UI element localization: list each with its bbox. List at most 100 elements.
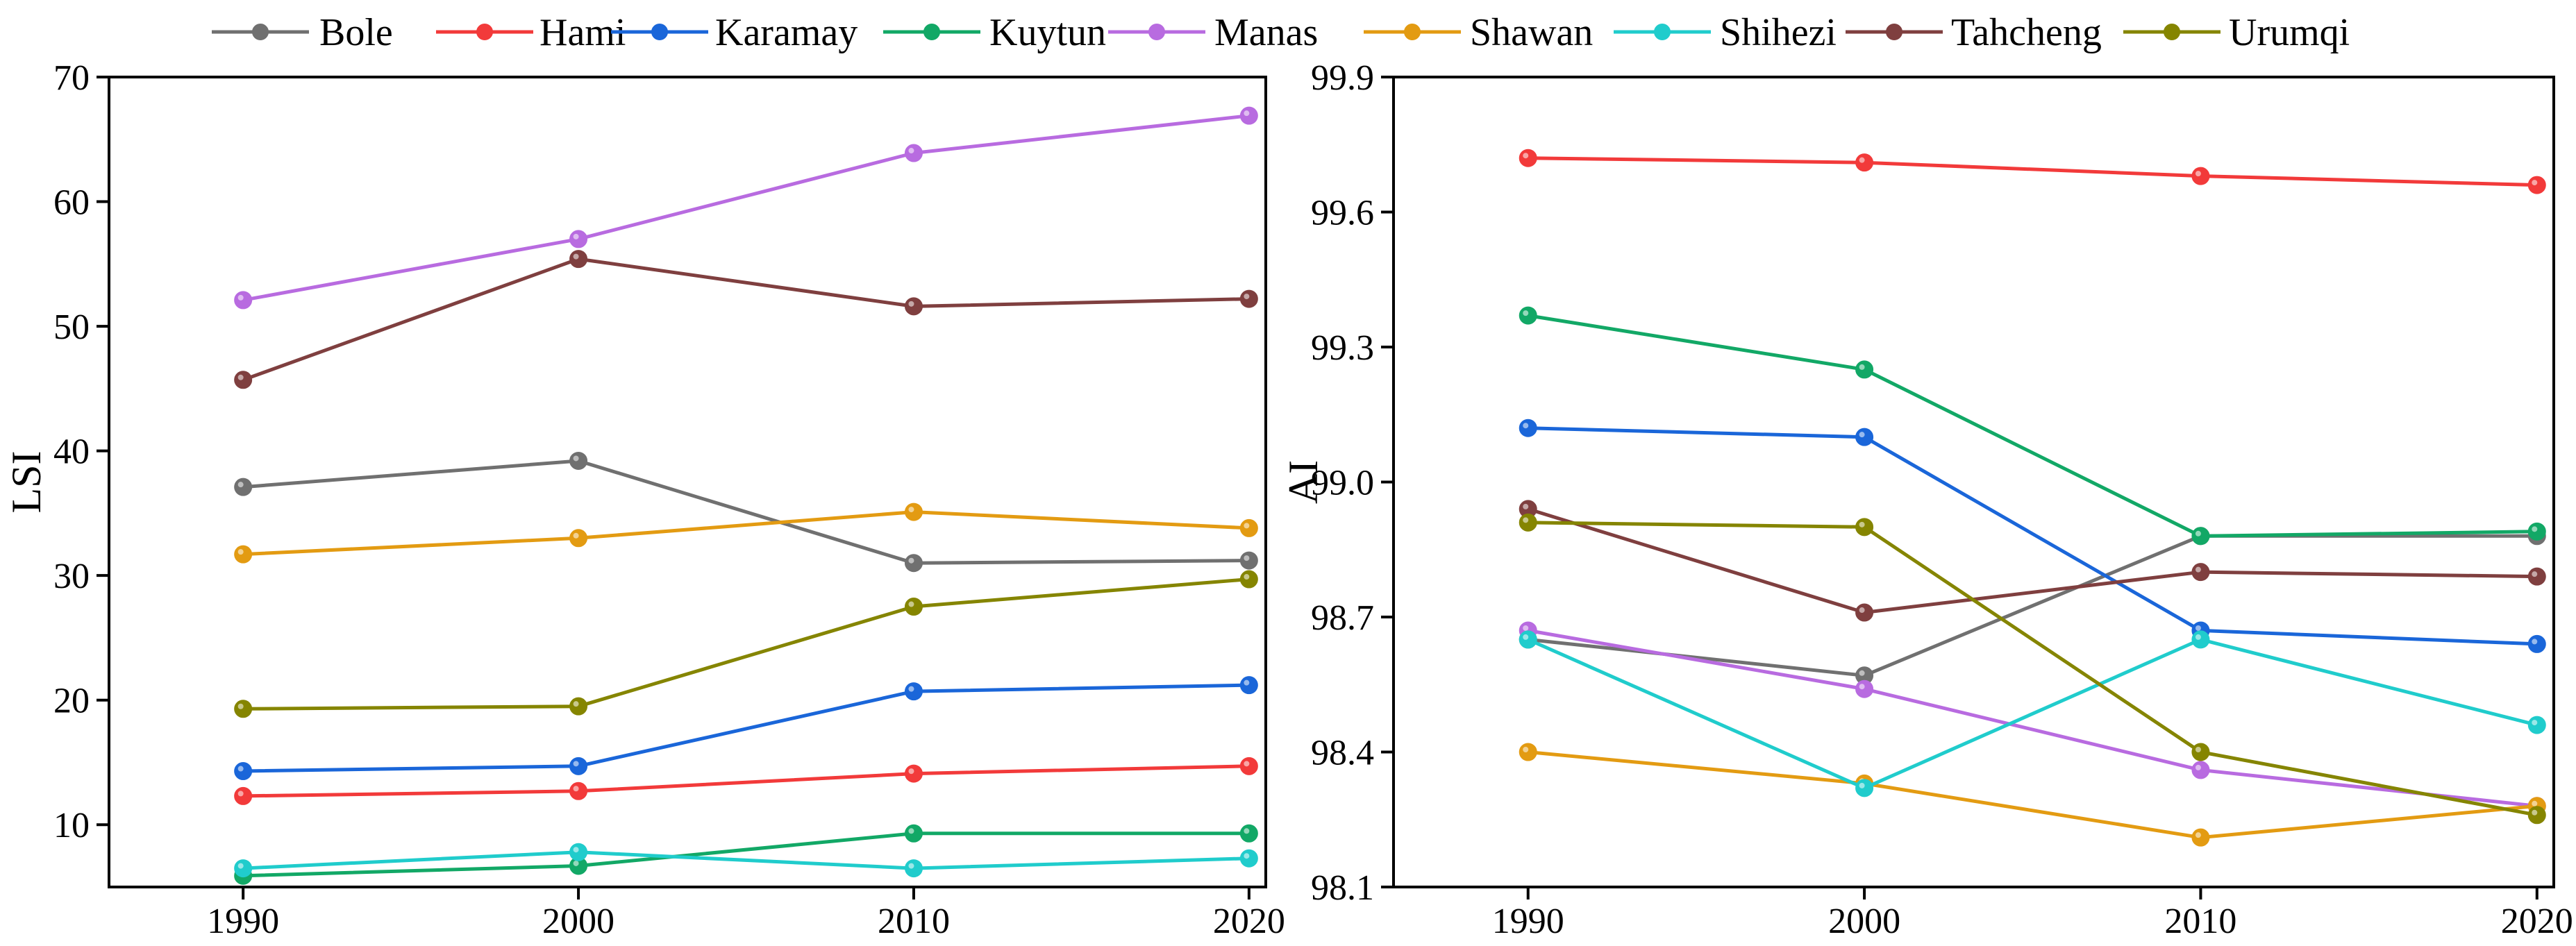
lsi-point-highlight (573, 860, 579, 866)
ai-point-highlight (2195, 747, 2201, 752)
legend-marker-tahcheng (1886, 24, 1902, 40)
ai-y-tick-label: 98.4 (1311, 734, 1374, 773)
ai-point-highlight (1859, 432, 1865, 438)
lsi-point-highlight (573, 847, 579, 853)
lsi-point-urumqi-2020 (1239, 570, 1258, 589)
ai-point-highlight (2195, 171, 2201, 177)
lsi-x-tick-label: 1990 (207, 902, 279, 941)
legend-label-karamay: Karamay (715, 11, 858, 54)
lsi-point-highlight (1244, 679, 1250, 686)
ai-point-highlight (2195, 764, 2201, 770)
ai-point-shihezi-2000 (1855, 779, 1874, 797)
ai-point-highlight (1859, 157, 1865, 163)
lsi-point-highlight (237, 549, 244, 555)
ai-point-urumqi-2000 (1855, 518, 1874, 537)
lsi-point-highlight (908, 686, 914, 692)
ai-point-karamay-2000 (1855, 428, 1874, 446)
lsi-point-bole-1990 (234, 478, 253, 496)
ai-x-tick-label: 2010 (2164, 902, 2236, 941)
ai-point-highlight (1523, 310, 1529, 316)
ai-point-highlight (2195, 634, 2201, 640)
lsi-point-highlight (573, 455, 579, 462)
ai-point-highlight (1523, 747, 1529, 752)
ai-point-highlight (1859, 782, 1865, 788)
ai-point-highlight (2532, 639, 2538, 645)
lsi-y-tick-label: 30 (53, 557, 90, 596)
lsi-point-hami-2000 (569, 782, 588, 800)
lsi-point-bole-2010 (904, 554, 923, 573)
ai-point-highlight (1859, 670, 1865, 676)
lsi-point-highlight (1244, 294, 1250, 300)
lsi-point-highlight (573, 233, 579, 239)
legend-marker-kuytun (923, 24, 940, 40)
ai-point-shawan-2010 (2191, 828, 2210, 847)
lsi-point-urumqi-1990 (234, 700, 253, 718)
lsi-point-highlight (573, 786, 579, 792)
ai-y-tick-label: 99.9 (1311, 58, 1374, 98)
lsi-y-tick-label: 40 (53, 432, 90, 472)
ai-point-urumqi-2020 (2527, 806, 2546, 825)
lsi-point-tahcheng-2010 (904, 297, 923, 316)
ai-point-highlight (1859, 364, 1865, 370)
lsi-point-kuytun-2020 (1239, 824, 1258, 843)
ai-point-tahcheng-2010 (2191, 563, 2210, 582)
lsi-series-line-manas (242, 114, 1250, 302)
ai-point-urumqi-1990 (1519, 513, 1537, 532)
lsi-point-shawan-2010 (904, 502, 923, 521)
legend-marker-shihezi (1654, 24, 1671, 40)
ai-series-line-karamay (1528, 426, 2537, 646)
ai-point-highlight (2195, 566, 2201, 573)
ai-series-line-shihezi (1527, 637, 2538, 790)
lsi-chart-panel: 10 20 30 40 50 60 70 1990 2000 2010 2020 LSI (3, 58, 1285, 941)
ai-x-tick-label: 1990 (1492, 902, 1564, 941)
legend-label-tahcheng: Tahcheng (1951, 11, 2102, 54)
ai-point-highlight (1859, 521, 1865, 527)
legend-marker-hami (476, 24, 493, 40)
legend-marker-karamay (651, 24, 668, 40)
lsi-point-highlight (573, 761, 579, 767)
lsi-point-highlight (1244, 828, 1250, 834)
lsi-point-urumqi-2000 (569, 697, 588, 716)
ai-point-manas-2010 (2191, 761, 2210, 779)
ai-point-hami-2020 (2527, 176, 2546, 194)
legend-label-manas: Manas (1214, 11, 1318, 54)
lsi-point-shawan-1990 (234, 545, 253, 564)
ai-point-karamay-2020 (2527, 634, 2546, 653)
ai-point-tahcheng-2000 (1855, 603, 1874, 622)
lsi-y-axis-label: LSI (3, 451, 49, 514)
legend: Bole Hami Karamay Kuytun Manas Shawan Shihezi T… (212, 11, 2350, 54)
ai-point-highlight (2195, 832, 2201, 838)
lsi-point-highlight (908, 828, 914, 834)
lsi-point-highlight (237, 791, 244, 797)
lsi-point-highlight (237, 703, 244, 709)
ai-x-tick-label: 2020 (2501, 902, 2573, 941)
lsi-point-highlight (908, 768, 914, 775)
lsi-y-tick-label: 60 (53, 183, 90, 223)
legend-label-bole: Bole (319, 11, 393, 54)
lsi-x-tick-label: 2000 (542, 902, 614, 941)
lsi-point-highlight (573, 532, 579, 539)
ai-series-line-urumqi (1528, 521, 2538, 817)
lsi-point-highlight (908, 301, 914, 307)
lsi-point-shihezi-2020 (1239, 849, 1258, 868)
lsi-point-highlight (237, 766, 244, 772)
ai-point-hami-2010 (2191, 167, 2210, 185)
lsi-point-manas-2000 (569, 230, 588, 248)
lsi-plot-frame (108, 76, 1267, 888)
lsi-point-highlight (1244, 110, 1250, 117)
ai-point-highlight (2532, 800, 2538, 806)
lsi-point-highlight (1244, 853, 1250, 859)
ai-point-highlight (2532, 526, 2538, 532)
lsi-point-highlight (908, 601, 914, 607)
ai-point-highlight (2532, 809, 2538, 816)
lsi-point-highlight (237, 482, 244, 488)
ai-point-shihezi-2010 (2191, 630, 2210, 649)
lsi-point-hami-2020 (1239, 757, 1258, 775)
ai-y-tick-label: 99.6 (1311, 194, 1374, 233)
lsi-point-shihezi-2010 (904, 859, 923, 878)
lsi-point-highlight (1244, 574, 1250, 580)
lsi-point-kuytun-2010 (904, 824, 923, 843)
ai-series-line-manas (1528, 628, 2538, 808)
lsi-point-bole-2000 (569, 451, 588, 470)
